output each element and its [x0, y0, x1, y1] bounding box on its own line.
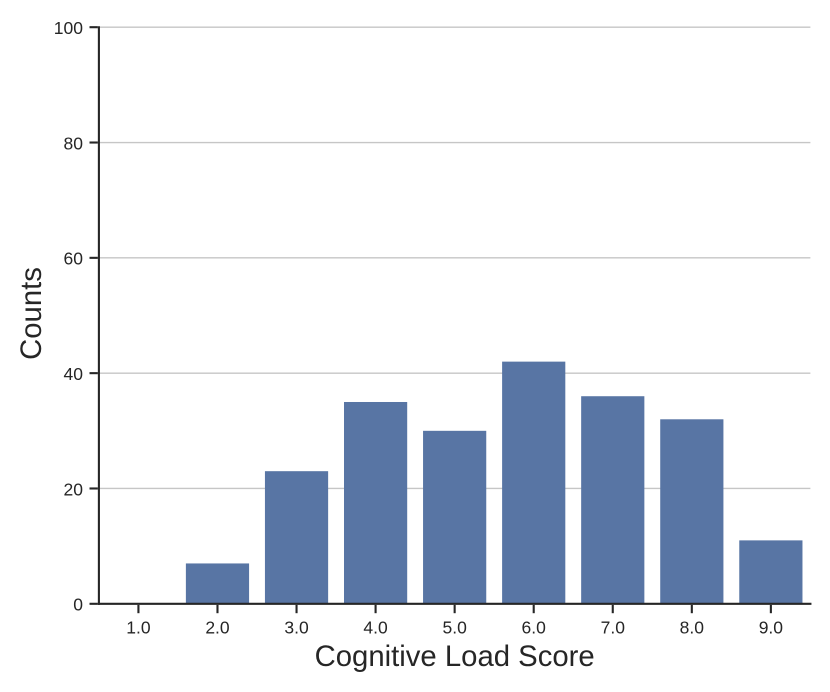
svg-text:5.0: 5.0: [442, 617, 467, 637]
svg-text:9.0: 9.0: [759, 617, 784, 637]
svg-text:1.0: 1.0: [126, 617, 151, 637]
svg-text:0: 0: [73, 595, 83, 615]
svg-text:80: 80: [64, 133, 84, 153]
svg-text:3.0: 3.0: [284, 617, 309, 637]
svg-text:40: 40: [64, 364, 84, 384]
svg-text:Cognitive Load Score: Cognitive Load Score: [315, 640, 595, 673]
svg-text:20: 20: [64, 479, 84, 499]
svg-text:2.0: 2.0: [205, 617, 230, 637]
svg-text:100: 100: [54, 18, 83, 38]
svg-text:Counts: Counts: [15, 267, 48, 360]
svg-text:6.0: 6.0: [522, 617, 547, 637]
svg-text:60: 60: [64, 249, 84, 269]
svg-text:4.0: 4.0: [363, 617, 388, 637]
svg-text:7.0: 7.0: [601, 617, 626, 637]
svg-text:8.0: 8.0: [680, 617, 705, 637]
